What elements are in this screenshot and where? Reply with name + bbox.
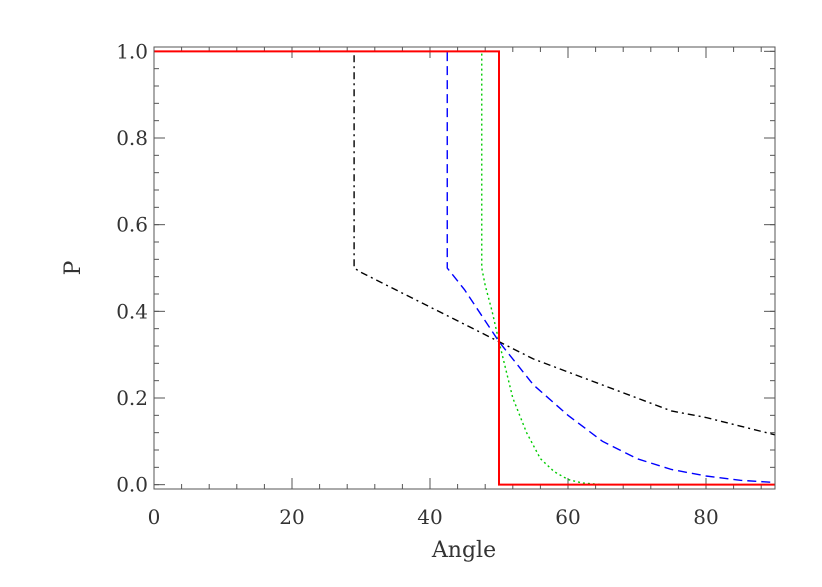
y-tick-labels: 0.0 0.2 0.4 0.6 0.8 1.0 — [116, 39, 148, 496]
x-tick-label: 60 — [555, 505, 580, 529]
series-3-line — [154, 50, 775, 486]
plot-frame — [153, 46, 776, 490]
x-tick-labels: 0 20 40 60 80 — [148, 505, 719, 529]
y-tick-label: 1.0 — [116, 39, 148, 63]
axis-ticks — [153, 47, 775, 489]
x-tick-label: 40 — [417, 505, 442, 529]
y-tick-label: 0.8 — [116, 126, 148, 150]
y-tick-label: 0.4 — [116, 299, 148, 323]
y-tick-label: 0.0 — [116, 473, 148, 497]
series-2-line — [154, 50, 776, 484]
y-tick-label: 0.2 — [116, 386, 148, 410]
x-tick-label: 80 — [693, 505, 718, 529]
x-tick-label: 0 — [148, 505, 161, 529]
series-1-line — [154, 50, 776, 436]
y-tick-label: 0.6 — [116, 213, 148, 237]
x-tick-label: 20 — [279, 505, 304, 529]
series-4-line — [154, 50, 775, 486]
series-group — [154, 50, 776, 486]
x-axis-label: Angle — [431, 538, 496, 563]
y-axis-label: P — [61, 260, 86, 275]
